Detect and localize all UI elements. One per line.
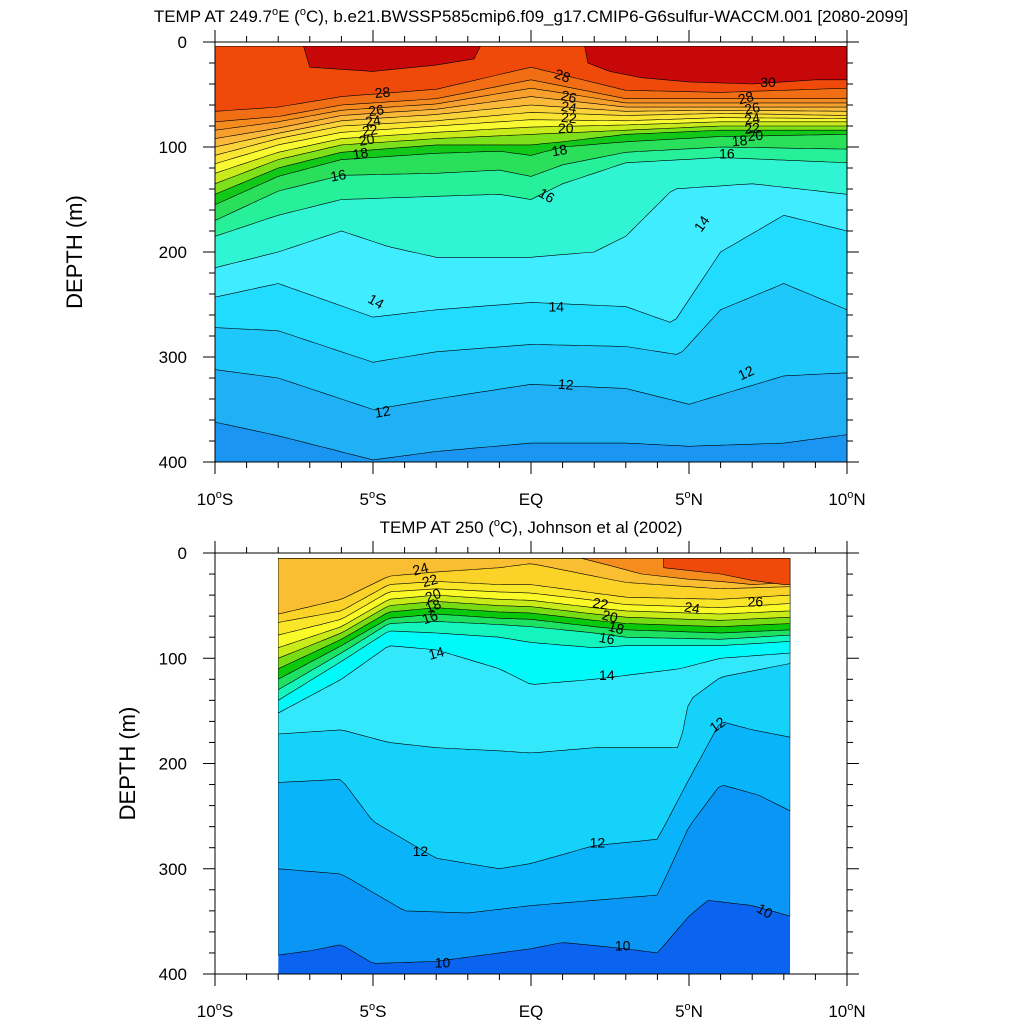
contour-label: 30 <box>760 74 776 90</box>
x-tick-label: 10oS <box>197 489 233 509</box>
contour-label: 10 <box>435 954 451 970</box>
x-tick-label: 10oS <box>197 1001 233 1021</box>
contour-label: 16 <box>598 629 616 647</box>
x-tick-label: 5oN <box>675 1001 703 1021</box>
contour-fills <box>278 558 790 974</box>
x-tick-label: 5oS <box>360 489 387 509</box>
y-axis-label: DEPTH (m) <box>115 707 140 821</box>
y-tick-label: 0 <box>178 33 187 52</box>
chart-title: TEMP AT 250 (oC), Johnson et al (2002) <box>380 517 683 537</box>
y-tick-label: 100 <box>159 138 187 157</box>
contour-label: 28 <box>374 84 391 101</box>
y-tick-label: 200 <box>159 755 187 774</box>
contour-label: 12 <box>413 843 429 859</box>
contour-label: 18 <box>550 141 568 159</box>
x-tick-label: 5oN <box>675 489 703 509</box>
contour-label: 18 <box>351 144 369 162</box>
y-tick-label: 300 <box>159 860 187 879</box>
y-axis-label: DEPTH (m) <box>62 195 87 309</box>
y-tick-label: 400 <box>159 453 187 472</box>
contour-label: 12 <box>373 402 391 420</box>
contour-label: 14 <box>599 667 615 683</box>
x-tick-label: 10oN <box>828 1001 865 1021</box>
contour-label: 20 <box>558 120 574 136</box>
contour-label: 16 <box>719 145 735 161</box>
x-tick-label: EQ <box>519 490 544 509</box>
contour-label: 26 <box>748 593 764 609</box>
y-tick-label: 300 <box>159 348 187 367</box>
contour-label: 12 <box>590 834 606 850</box>
x-tick-label: 10oN <box>828 489 865 509</box>
y-tick-label: 0 <box>178 544 187 563</box>
contour-label: 16 <box>329 166 347 184</box>
x-tick-label: EQ <box>519 1002 544 1021</box>
y-tick-label: 200 <box>159 243 187 262</box>
contour-label: 14 <box>548 299 564 315</box>
contour-label: 10 <box>615 938 631 954</box>
y-tick-label: 100 <box>159 649 187 668</box>
contour-label: 12 <box>557 376 574 393</box>
x-tick-label: 5oS <box>360 1001 387 1021</box>
chart-title: TEMP AT 249.7oE (oC), b.e21.BWSSP585cmip… <box>154 6 908 26</box>
contour-label: 24 <box>683 598 701 616</box>
contour-label: 20 <box>747 127 764 144</box>
y-tick-label: 400 <box>159 965 187 984</box>
